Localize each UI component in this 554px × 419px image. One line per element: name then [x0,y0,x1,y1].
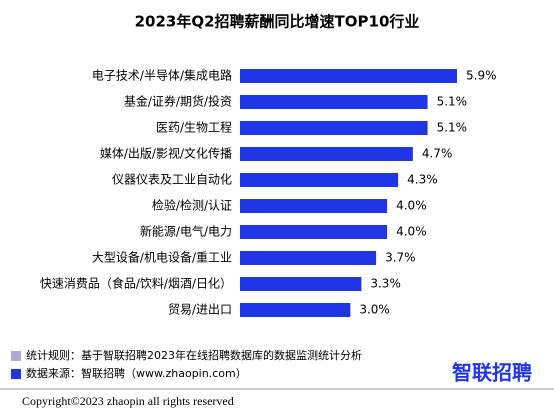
chart-title: 2023年Q2招聘薪酬同比增速TOP10行业 [135,13,420,31]
category-label: 电子技术/半导体/集成电路 [92,68,232,83]
category-label: 仪器仪表及工业自动化 [112,173,232,187]
bar [240,251,377,265]
value-label: 4.3% [407,173,438,187]
category-label: 快速消费品（食品/饮料/烟酒/日化） [40,276,232,291]
note-swatch [11,351,21,361]
value-label: 5.1% [437,121,468,135]
note: 数据来源：智联招聘（www.zhaopin.com） [26,366,247,380]
category-label: 新能源/电气/电力 [140,224,232,239]
logo: 智联招聘 [452,361,532,385]
value-label: 3.3% [370,277,401,291]
value-label: 4.0% [396,225,427,239]
bar [240,147,413,161]
category-label: 检验/检测/认证 [152,198,232,213]
value-label: 3.7% [385,251,416,265]
bar [240,121,428,135]
note-swatch [11,369,21,379]
bar [240,225,388,239]
value-label: 5.9% [466,69,497,83]
value-label: 3.0% [359,303,390,317]
category-label: 医药/生物工程 [156,120,232,135]
value-label: 4.7% [422,147,453,161]
note: 统计规则：基于智联招聘2023年在线招聘数据库的数据监测统计分析 [26,348,362,362]
category-label: 基金/证券/期货/投资 [124,94,232,109]
bar [240,69,457,83]
category-label: 媒体/出版/影视/文化传播 [100,146,232,161]
value-label: 4.0% [396,199,427,213]
bar [240,173,399,187]
bar [240,277,362,291]
value-label: 5.1% [437,95,468,109]
bar [240,95,428,109]
bar [240,303,351,317]
copyright: Copyright©2023 zhaopin all rights reserv… [22,394,234,408]
category-label: 大型设备/机电设备/重工业 [92,251,232,265]
category-label: 贸易/进出口 [168,303,232,317]
bar [240,199,388,213]
